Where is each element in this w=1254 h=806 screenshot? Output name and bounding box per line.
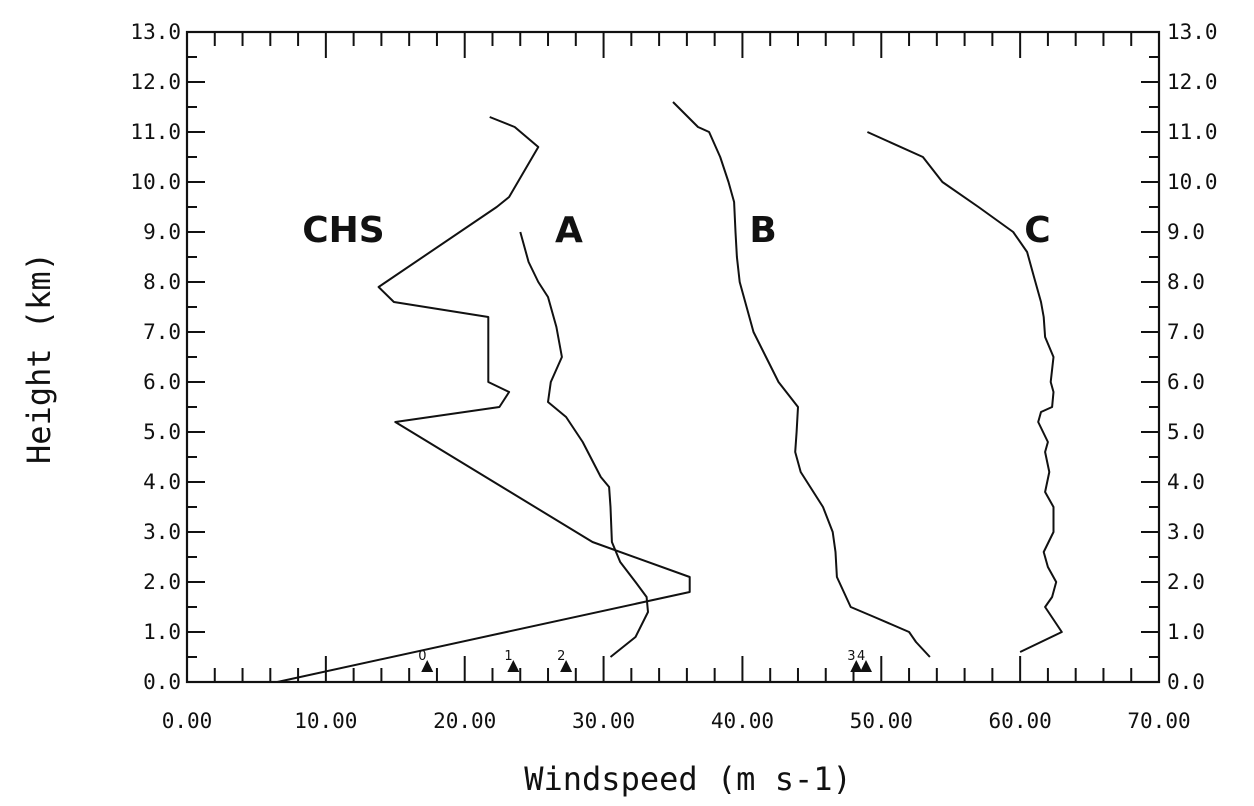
series-label-c: C: [1024, 210, 1050, 251]
y-tick-label-right: 7.0: [1167, 320, 1205, 344]
x-axis-title: Windspeed (m s-1): [524, 760, 852, 798]
y-tick-label-left: 5.0: [143, 420, 181, 444]
station-marker: [850, 660, 863, 672]
station-marker: [560, 660, 573, 672]
station-label: 4: [857, 649, 865, 664]
y-tick-label-right: 8.0: [1167, 270, 1205, 294]
y-tick-label-left: 1.0: [143, 620, 181, 644]
y-tick-label-right: 6.0: [1167, 370, 1205, 394]
x-tick-label: 20.00: [433, 709, 496, 733]
y-tick-label-left: 7.0: [143, 320, 181, 344]
series-line-b: [672, 101, 931, 658]
y-tick-label-left: 2.0: [143, 570, 181, 594]
y-tick-label-right: 3.0: [1167, 520, 1205, 544]
series-lines: [277, 101, 1063, 683]
y-tick-label-right: 1.0: [1167, 620, 1205, 644]
y-tick-label-right: 10.0: [1167, 170, 1218, 194]
station-marker: [860, 660, 873, 672]
x-tick-label: 40.00: [711, 709, 774, 733]
x-tick-label: 30.00: [572, 709, 635, 733]
station-label: 0: [418, 649, 426, 664]
x-tick-label: 70.00: [1127, 709, 1190, 733]
y-tick-label-left: 13.0: [130, 20, 181, 44]
y-tick-label-right: 4.0: [1167, 470, 1205, 494]
series-line-chs: [277, 116, 691, 683]
x-tick-label: 0.00: [162, 709, 213, 733]
station-label: 3: [847, 649, 855, 664]
y-tick-label-right: 5.0: [1167, 420, 1205, 444]
station-marker: [421, 660, 434, 672]
y-tick-label-left: 6.0: [143, 370, 181, 394]
station-label: 2: [557, 649, 565, 664]
series-line-a: [519, 231, 649, 658]
y-tick-label-left: 11.0: [130, 120, 181, 144]
y-tick-label-right: 13.0: [1167, 20, 1218, 44]
x-tick-label: 60.00: [989, 709, 1052, 733]
y-tick-label-left: 12.0: [130, 70, 181, 94]
series-label-chs: CHS: [302, 210, 384, 251]
y-tick-label-left: 3.0: [143, 520, 181, 544]
station-marker: [507, 660, 520, 672]
plot-frame: [185, 30, 1161, 684]
series-labels: CHS A B C: [302, 210, 1050, 251]
y-tick-label-right: 11.0: [1167, 120, 1218, 144]
axis-ticks: [186, 31, 1160, 683]
y-tick-label-left: 0.0: [143, 670, 181, 694]
x-tick-label: 50.00: [850, 709, 913, 733]
y-tick-label-right: 2.0: [1167, 570, 1205, 594]
y-axis-title: Height (km): [20, 252, 58, 464]
y-tick-label-left: 8.0: [143, 270, 181, 294]
y-tick-label-left: 9.0: [143, 220, 181, 244]
x-tick-label: 10.00: [294, 709, 357, 733]
y-tick-label-left: 4.0: [143, 470, 181, 494]
tick-labels: 0.00 10.00 20.00 30.00 40.00 50.00 60.00 70.000…: [130, 20, 1217, 733]
series-label-b: B: [749, 210, 776, 251]
series-label-a: A: [555, 210, 583, 251]
y-tick-label-right: 12.0: [1167, 70, 1218, 94]
series-line-c: [866, 131, 1063, 653]
y-tick-label-right: 9.0: [1167, 220, 1205, 244]
station-label: 1: [504, 649, 512, 664]
y-tick-label-left: 10.0: [130, 170, 181, 194]
y-tick-label-right: 0.0: [1167, 670, 1205, 694]
